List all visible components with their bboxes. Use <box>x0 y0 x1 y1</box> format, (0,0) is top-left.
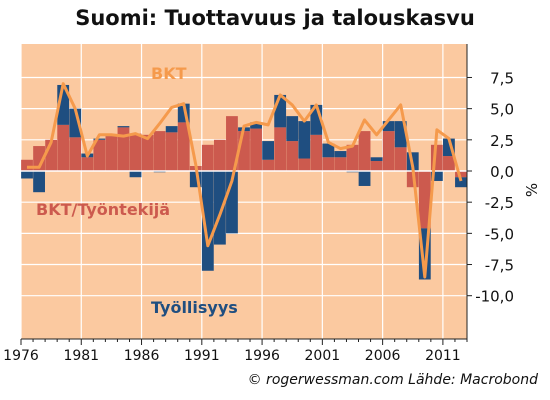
bar-bkt-per-worker <box>274 127 287 171</box>
bar-employment <box>430 171 443 181</box>
bar-bkt-per-worker <box>165 132 178 171</box>
bar-employment <box>250 122 262 129</box>
bar-bkt-per-worker <box>238 131 250 171</box>
bar-bkt-per-worker <box>117 127 130 171</box>
bar-employment <box>117 126 130 128</box>
x-tick-label: 1981 <box>63 348 99 364</box>
x-tick-label: 1996 <box>244 348 280 364</box>
bar-employment <box>310 104 323 135</box>
bar-bkt-per-worker <box>262 159 275 171</box>
bar-employment <box>93 138 106 140</box>
y-tick-label: 2,5 <box>490 132 514 150</box>
plot-area <box>21 44 467 339</box>
bar-employment <box>165 126 178 133</box>
x-tick-label: 2001 <box>305 348 341 364</box>
bar-bkt-per-worker <box>81 157 94 171</box>
y-tick-label: 5,0 <box>490 101 514 119</box>
bar-employment <box>274 94 287 128</box>
bar-bkt-per-worker <box>141 134 154 171</box>
bar-employment <box>358 171 371 186</box>
bar-bkt-per-worker <box>250 128 262 171</box>
bar-bkt-per-worker <box>45 139 58 171</box>
bar-employment <box>21 171 33 179</box>
bar-employment <box>418 228 431 280</box>
legend-label-employment: Työllisyys <box>151 298 238 317</box>
bar-bkt-per-worker <box>370 161 383 171</box>
bar-employment <box>201 171 214 271</box>
bar-employment <box>322 143 335 158</box>
bar-bkt-per-worker <box>310 134 323 171</box>
bar-bkt-per-worker <box>69 137 82 171</box>
bar-bkt-per-worker <box>358 131 371 171</box>
x-tick-label: 2006 <box>365 348 401 364</box>
bar-employment <box>455 177 467 188</box>
x-tick-label: 2011 <box>425 348 461 364</box>
bar-bkt-per-worker <box>226 116 238 171</box>
bar-bkt-per-worker <box>455 171 467 178</box>
series-labels: BKT BKT/Työntekijä Työllisyys <box>36 64 238 317</box>
bar-employment <box>286 116 299 142</box>
bar-bkt-per-worker <box>33 146 45 171</box>
bar-bkt-per-worker <box>334 157 347 171</box>
bar-bkt-per-worker <box>382 131 395 171</box>
bar-bkt-per-worker <box>129 133 142 171</box>
bar-employment <box>334 151 347 158</box>
x-tick-label: 1991 <box>184 348 220 364</box>
legend-label-bkt: BKT <box>151 64 187 83</box>
y-axis-label: % <box>523 183 541 197</box>
y-tick-label: -7,5 <box>485 257 514 275</box>
bar-bkt-per-worker <box>177 122 190 171</box>
bar-employment <box>57 84 70 125</box>
bar-bkt-per-worker <box>21 159 33 171</box>
bar-bkt-per-worker <box>286 141 299 171</box>
bar-bkt-per-worker <box>443 156 455 171</box>
y-tick-label: -2,5 <box>485 194 514 212</box>
bar-employment <box>370 157 383 162</box>
y-tick-label: 0,0 <box>490 163 514 181</box>
bar-employment <box>443 138 455 157</box>
bar-bkt-per-worker <box>322 157 335 171</box>
bar-bkt-per-worker <box>201 144 214 171</box>
bar-bkt-per-worker <box>418 171 431 229</box>
bar-bkt-per-worker <box>93 139 106 171</box>
x-tick-label: 1986 <box>124 348 160 364</box>
bar-bkt-per-worker <box>394 147 407 171</box>
bar-employment <box>189 171 202 188</box>
bar-bkt-per-worker <box>298 158 311 171</box>
y-tick-label: -5,0 <box>485 225 514 243</box>
bar-employment <box>394 121 407 148</box>
y-tick-label: -10,0 <box>475 288 514 306</box>
bar-bkt-per-worker <box>430 144 443 171</box>
bar-bkt-per-worker <box>105 136 118 171</box>
source-credit: © rogerwessman.com Lähde: Macrobond <box>247 372 538 388</box>
bar-employment <box>262 141 275 160</box>
y-tick-label: 7,5 <box>490 69 514 87</box>
bar-employment <box>226 171 238 234</box>
chart-title: Suomi: Tuottavuus ja talouskasvu <box>75 6 475 30</box>
bar-employment <box>69 108 82 138</box>
x-tick-label: 1976 <box>3 348 39 364</box>
bar-employment <box>129 171 142 178</box>
legend-label-bkt-per-worker: BKT/Työntekijä <box>36 200 170 219</box>
bkt-series-line <box>27 82 463 279</box>
bar-employment <box>298 121 311 159</box>
bar-employment <box>177 103 190 123</box>
bar-employment <box>382 121 395 132</box>
bar-bkt-per-worker <box>213 139 226 171</box>
bar-bkt-per-worker <box>57 124 70 171</box>
axes: 7,5 5,0 2,5 0,0 -2,5 -5,0 -7,5 -10,0 1976 1981 198… <box>3 44 514 364</box>
bar-bkt-per-worker <box>153 131 166 171</box>
bar-bkt-per-worker <box>346 144 359 171</box>
bar-employment <box>213 171 226 245</box>
bar-employment <box>33 171 45 193</box>
